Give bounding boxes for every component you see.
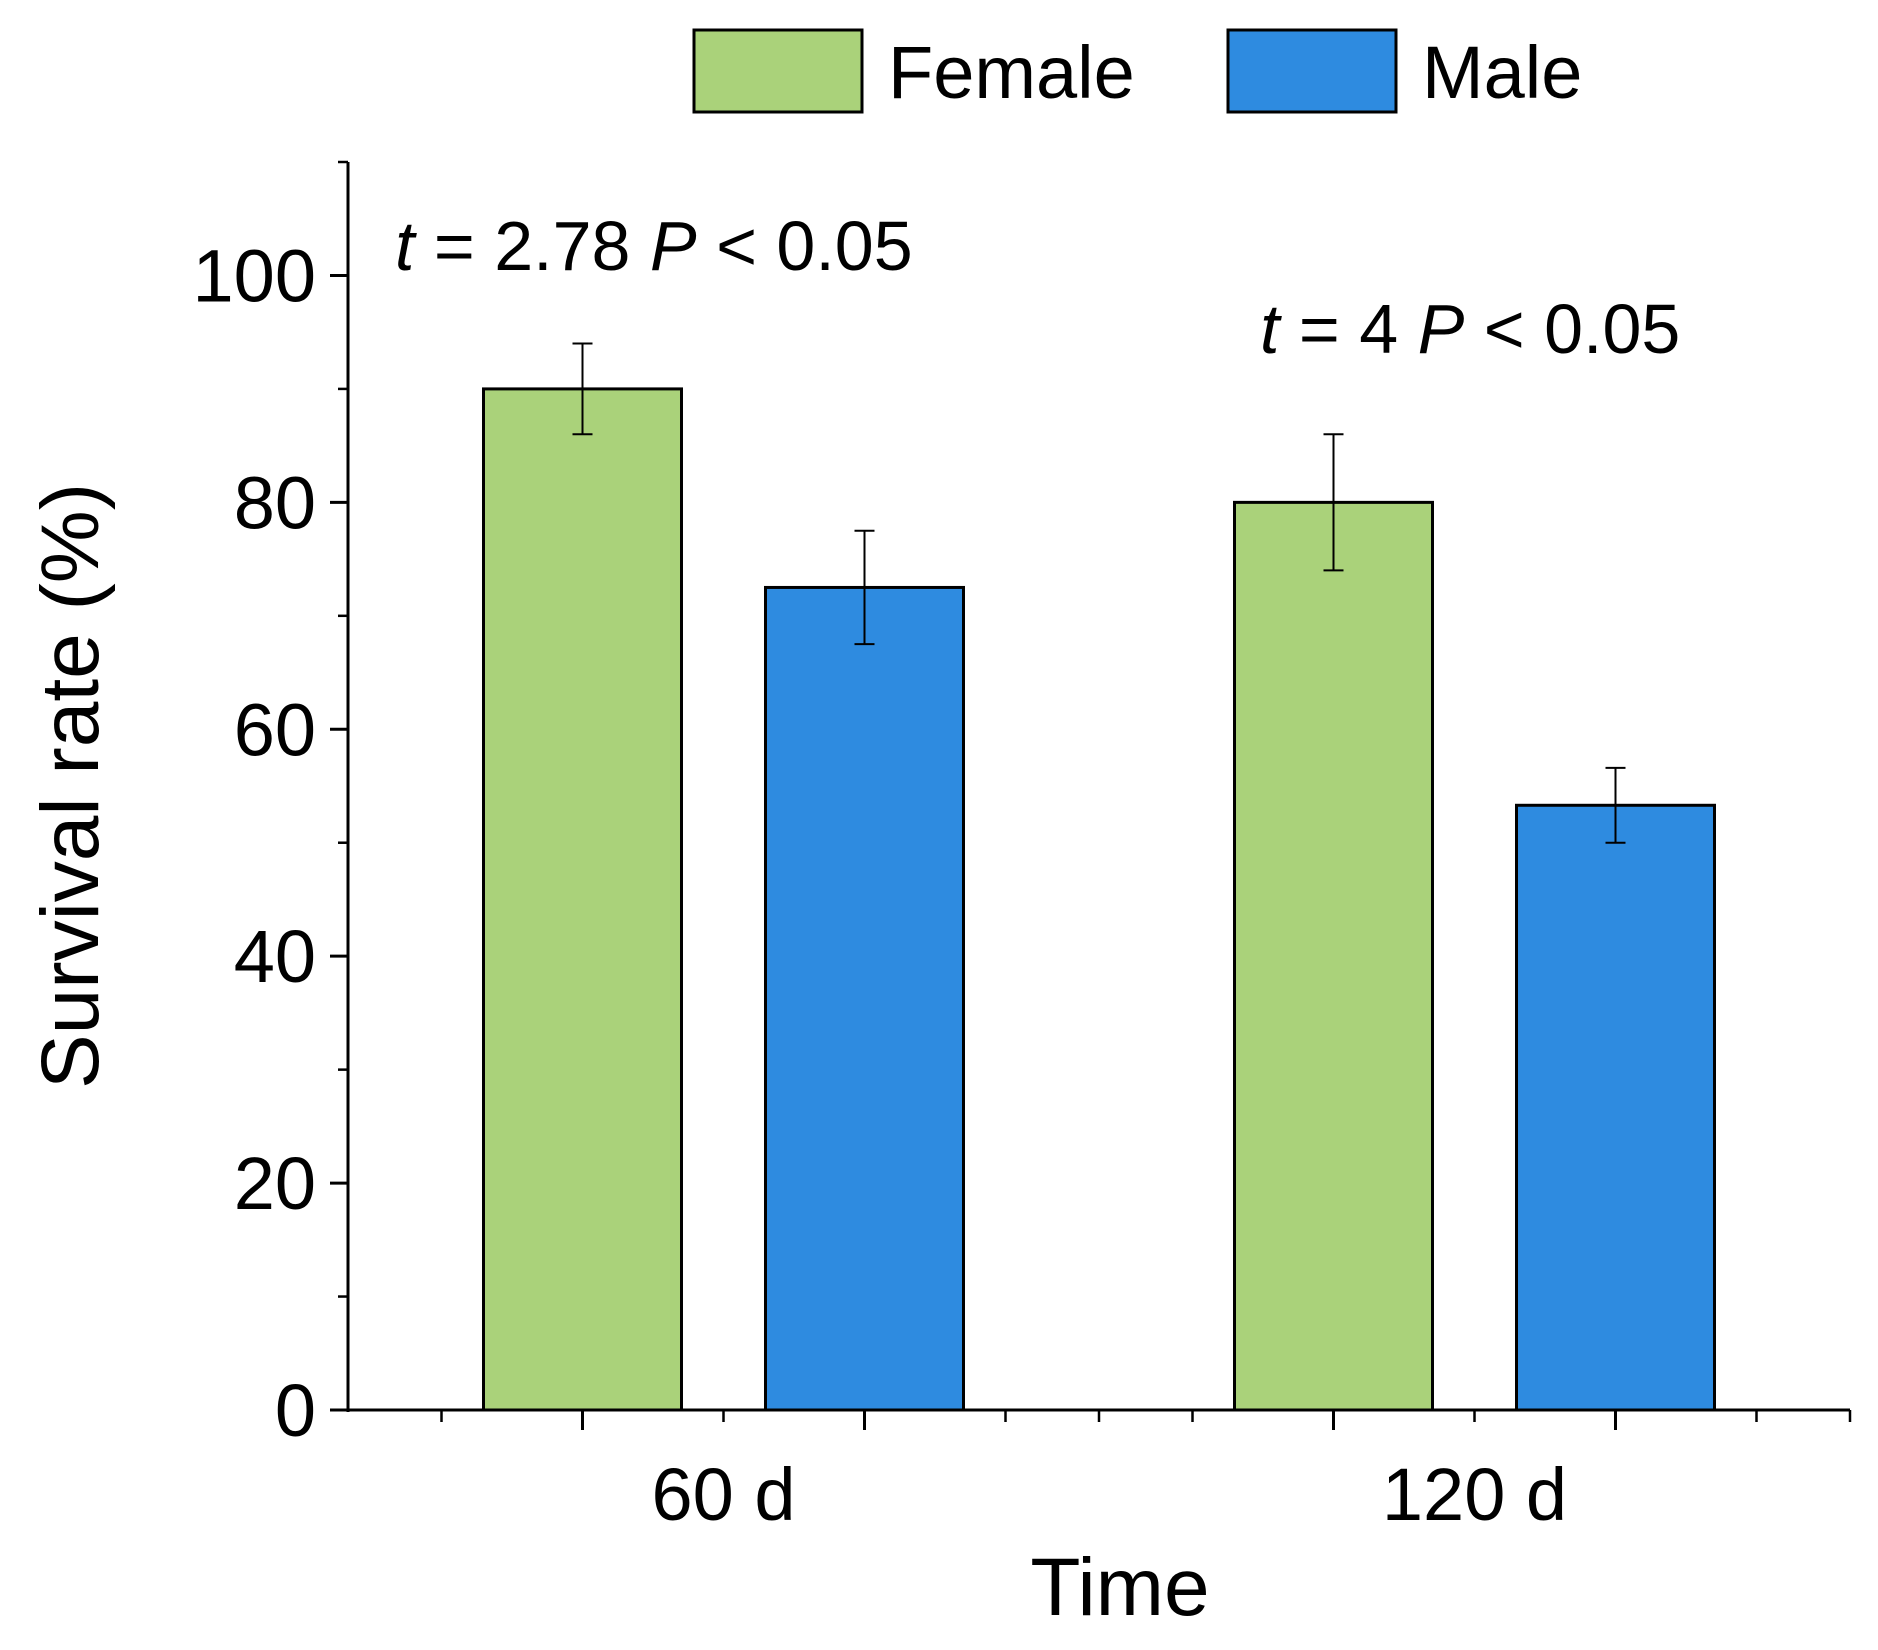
y-tick-label: 20: [234, 1142, 316, 1225]
t-value: = 2.78: [414, 207, 649, 285]
x-tick-label: 120 d: [1382, 1453, 1567, 1536]
stat-annotation-60d: t = 2.78 P < 0.05: [395, 207, 913, 285]
t-symbol: t: [395, 207, 417, 285]
legend-label-male: Male: [1422, 31, 1582, 114]
legend-swatch-female: [692, 28, 864, 114]
x-axis-title: Time: [1030, 1542, 1209, 1633]
bars: [482, 387, 1716, 1412]
y-tick-label: 100: [193, 234, 316, 317]
y-tick-label: 80: [234, 461, 316, 544]
t-symbol: t: [1260, 290, 1282, 368]
x-tick-label: 60 d: [651, 1453, 795, 1536]
bar-male-60d: [764, 585, 965, 1412]
p-value: < 0.05: [697, 207, 913, 285]
y-tick-label: 60: [234, 688, 316, 771]
p-symbol: P: [650, 207, 697, 285]
bar-female-120d: [1233, 500, 1434, 1412]
y-axis-title: Survival rate (%): [25, 483, 116, 1089]
legend-swatch-male: [1226, 28, 1398, 114]
bar-male-120d: [1515, 803, 1716, 1412]
bar-female-60d: [482, 387, 683, 1412]
legend: Female Male: [692, 28, 1582, 114]
x-axis-ticks: 60 d 120 d: [440, 1410, 1852, 1536]
y-axis-ticks: 0 20 40 60 80 100: [193, 160, 348, 1452]
error-bars: [572, 342, 1626, 844]
p-value: < 0.05: [1464, 290, 1680, 368]
legend-label-female: Female: [888, 31, 1135, 114]
p-symbol: P: [1418, 290, 1465, 368]
y-tick-label: 40: [234, 915, 316, 998]
t-value: = 4: [1279, 290, 1417, 368]
y-tick-label: 0: [275, 1369, 316, 1452]
stat-annotation-120d: t = 4 P < 0.05: [1260, 290, 1680, 368]
